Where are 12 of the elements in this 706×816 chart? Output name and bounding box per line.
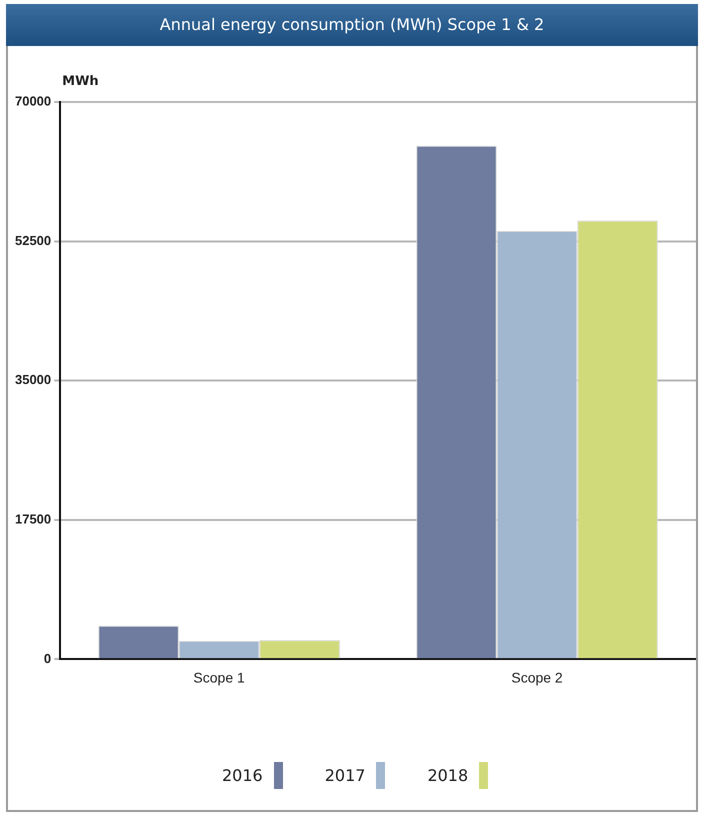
y-tick-label: 52500 [14,232,52,248]
y-tick-label: 0 [44,650,52,666]
y-tick-label: 70000 [14,94,52,109]
chart-title: Annual energy consumption (MWh) Scope 1 & 2 [6,4,698,46]
legend-label: 2017 [324,766,366,785]
x-tick-label: Scope 2 [511,669,563,686]
y-tick-label: 35000 [14,372,52,388]
y-axis-title: MWh [62,74,99,89]
legend-label: 2018 [427,766,468,785]
y-tick-label: 17500 [14,511,52,526]
x-tick-label: Scope 1 [193,669,246,686]
legend-label: 2016 [222,766,263,785]
